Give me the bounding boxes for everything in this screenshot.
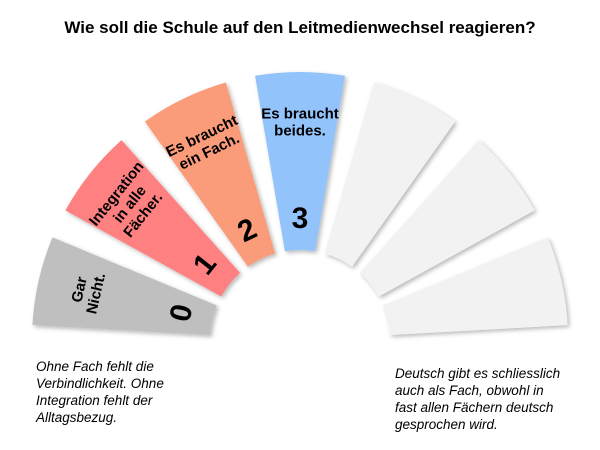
segment-label: Es braucht beides.: [261, 106, 339, 140]
segment-number: 0: [164, 301, 200, 325]
segment-5: [359, 140, 535, 297]
segment-shape: [324, 82, 456, 267]
segment-shape: [383, 237, 568, 335]
segment-label: GarNicht.: [67, 268, 109, 316]
note-left: Ohne Fach fehlt die Verbindlichkeit. Ohn…: [36, 359, 164, 425]
segment-3: Es braucht beides. 3: [255, 72, 345, 252]
segment-shape: [144, 82, 276, 267]
page-title: Wie soll die Schule auf den Leitmedienwe…: [64, 18, 536, 37]
segment-0: GarNicht. 0: [32, 237, 217, 335]
segment-shape: [32, 237, 217, 335]
segment-6: [383, 237, 568, 335]
segment-2: Es brauchtein Fach.2: [144, 82, 276, 267]
note-right: Deutsch gibt es schliesslich auch als Fa…: [395, 366, 561, 432]
segment-1: Integrationin alleFächer.1: [65, 140, 241, 297]
segment-shape: [65, 140, 241, 297]
segment-number: 3: [292, 202, 309, 235]
segment-4: [324, 82, 456, 267]
segment-shape: [255, 72, 345, 252]
segment-shape: [359, 140, 535, 297]
